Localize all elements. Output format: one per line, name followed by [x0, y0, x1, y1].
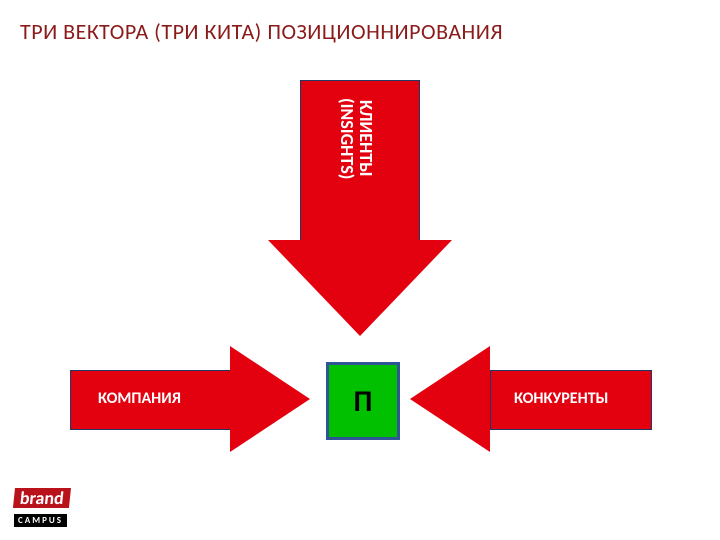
left-arrow-label: КОМПАНИЯ: [98, 389, 181, 408]
brand-logo: brand CAMPUS: [14, 488, 78, 528]
slide: ТРИ ВЕКТОРА (ТРИ КИТА) ПОЗИЦИОННИРОВАНИЯ…: [0, 0, 720, 540]
center-box: П: [326, 362, 400, 440]
top-arrow-label-line1: КЛИЕНТЫ: [355, 100, 377, 177]
brand-logo-line1: brand: [13, 488, 71, 508]
top-arrow-label-line2: (INSIGHTS): [336, 98, 358, 179]
top-arrow-head: [268, 240, 452, 336]
right-arrow-head: [410, 346, 490, 452]
slide-title: ТРИ ВЕКТОРА (ТРИ КИТА) ПОЗИЦИОННИРОВАНИЯ: [20, 18, 503, 45]
top-arrow-label: КЛИЕНТЫ(INSIGHTS): [337, 98, 375, 179]
left-arrow-head: [230, 346, 310, 452]
right-arrow-label: КОНКУРЕНТЫ: [514, 389, 608, 408]
brand-logo-line2: CAMPUS: [14, 514, 67, 527]
